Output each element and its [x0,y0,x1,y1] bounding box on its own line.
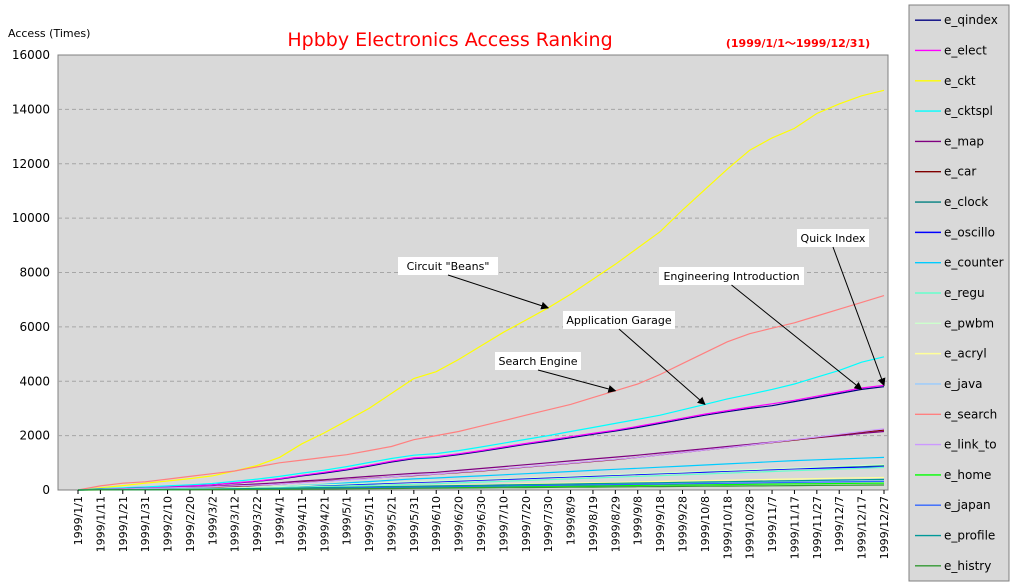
x-tick-label: 1999/7/10 [497,496,510,552]
x-tick-label: 1999/2/20 [184,496,197,552]
legend-label-e_regu: e_regu [944,286,985,300]
x-tick-label: 1999/7/30 [542,496,555,552]
x-tick-label: 1999/5/1 [341,496,354,545]
x-tick-label: 1999/11/7 [766,496,779,552]
x-axis: 1999/1/1 1999/1/11 1999/1/21 1999/1/31 1999/… [72,490,891,559]
x-tick-label: 1999/4/1 [274,496,287,545]
legend-label-e_elect: e_elect [944,43,987,57]
x-tick-label: 1999/1/21 [117,496,130,552]
chart-title: Hpbby Electronics Access Ranking [287,29,612,51]
x-tick-label: 1999/6/10 [430,496,443,552]
y-axis: 0 2000 4000 6000 8000 10000 12000 14000 16000 [12,48,50,497]
legend-label-e_cktspl: e_cktspl [944,104,993,118]
x-tick-label: 1999/3/2 [206,496,219,545]
x-tick-label: 1999/7/20 [520,496,533,552]
series-line-e_search [77,295,885,491]
annotation-label: Application Garage [566,314,671,327]
series-line-e_cktspl [77,356,885,491]
annotation-box [398,257,498,275]
legend-label-e_qindex: e_qindex [944,13,998,27]
series-line-e_pwbm [77,464,885,491]
annotation-box [659,267,804,285]
x-tick-label: 1999/12/7 [833,496,846,552]
legend-label-e_link_to: e_link_to [944,438,997,452]
x-tick-label: 1999/8/19 [587,496,600,552]
annotation-box [495,352,581,370]
legend-label-e_pwbm: e_pwbm [944,316,994,330]
x-tick-label: 1999/5/21 [385,496,398,552]
legend-label-e_oscillo: e_oscillo [944,225,995,239]
y-tick-label: 8000 [19,266,50,280]
legend-label-e_home: e_home [944,468,991,482]
y-tick-label: 6000 [19,320,50,334]
series-lines [77,89,885,491]
y-axis-title: Access (Times) [8,27,90,40]
annotation-arrow [731,284,863,391]
x-tick-label: 1999/5/31 [408,496,421,552]
x-tick-label: 1999/9/8 [632,496,645,545]
legend-label-e_japan: e_japan [944,498,991,512]
x-tick-label: 1999/11/27 [811,496,824,559]
annotation-label: Circuit "Beans" [407,260,490,273]
legend: e_qindex e_elect e_ckt e_cktspl e_map e_car e_… [908,4,1010,582]
y-tick-label: 4000 [19,374,50,388]
x-tick-label: 1999/1/11 [94,496,107,552]
x-tick-label: 1999/6/20 [453,496,466,552]
legend-label-e_car: e_car [944,165,976,179]
legend-label-e_profile: e_profile [944,529,995,543]
series-line-e_histry [77,484,885,491]
annotation-box [797,229,869,247]
x-tick-label: 1999/11/17 [788,496,801,559]
y-tick-label: 0 [42,483,50,497]
legend-label-e_ckt: e_ckt [944,74,976,88]
annotation-arrow [832,246,886,387]
annotation-label: Quick Index [801,232,866,245]
x-tick-label: 1999/10/18 [721,496,734,559]
x-tick-label: 1999/6/30 [475,496,488,552]
x-tick-label: 1999/8/29 [609,496,622,552]
x-tick-label: 1999/9/18 [654,496,667,552]
x-tick-label: 1999/8/9 [565,496,578,545]
annotations: Circuit "Beans" Search Engine Application … [398,229,886,406]
x-tick-label: 1999/12/27 [878,496,891,559]
legend-label-e_map: e_map [944,134,984,148]
legend-label-e_java: e_java [944,377,983,391]
y-tick-label: 2000 [19,429,50,443]
y-tick-label: 12000 [12,157,50,171]
x-tick-label: 1999/4/21 [318,496,331,552]
legend-label-e_acryl: e_acryl [944,347,987,361]
legend-label-e_counter: e_counter [944,256,1004,270]
legend-label-e_search: e_search [944,407,997,421]
annotation-arrow [618,328,706,406]
legend-label-e_clock: e_clock [944,195,988,209]
y-tick-label: 14000 [12,102,50,116]
chart-date-range: (1999/1/1～1999/12/31) [726,37,870,50]
x-tick-label: 1999/2/10 [162,496,175,552]
series-line-e_elect [77,384,885,491]
x-tick-label: 1999/1/1 [72,496,85,545]
series-line-e_link_to [77,428,885,491]
y-tick-label: 10000 [12,211,50,225]
x-tick-label: 1999/3/12 [229,496,242,552]
x-tick-label: 1999/10/8 [699,496,712,552]
x-tick-label: 1999/12/17 [856,496,869,559]
series-line-e_ckt [77,89,885,491]
annotation-label: Engineering Introduction [663,270,799,283]
x-tick-label: 1999/10/28 [744,496,757,559]
x-tick-label: 1999/1/31 [139,496,152,552]
x-tick-label: 1999/4/11 [296,496,309,552]
x-tick-label: 1999/5/11 [363,496,376,552]
annotation-arrow [447,274,550,310]
y-tick-label: 16000 [12,48,50,62]
annotation-label: Search Engine [499,355,578,368]
annotation-arrow [537,369,617,393]
x-tick-label: 1999/9/28 [677,496,690,552]
legend-label-e_histry: e_histry [944,559,991,573]
x-tick-label: 1999/3/22 [251,496,264,552]
annotation-box [563,311,675,329]
